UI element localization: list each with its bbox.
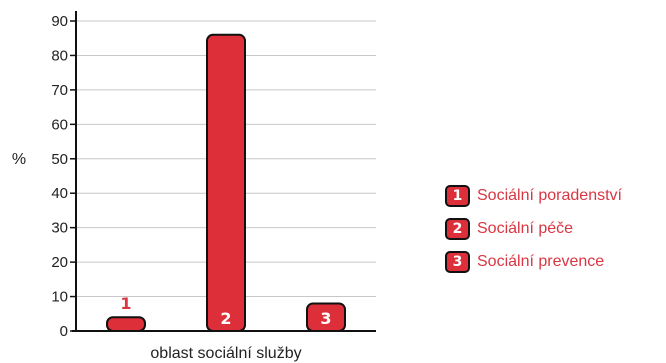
- y-tick-label: 20: [51, 254, 68, 271]
- y-tick-label: 90: [51, 13, 68, 30]
- y-tick-label: 0: [60, 323, 68, 340]
- bar-label-1: 1: [120, 294, 131, 313]
- y-axis-ticks: 0 10 20 30 40 50 60 70 80 90: [51, 13, 76, 340]
- y-tick-label: 50: [51, 151, 68, 168]
- legend-item-2: 2 Sociální péče: [445, 216, 622, 241]
- y-tick-label: 30: [51, 220, 68, 237]
- legend-badge-2: 2: [445, 217, 470, 240]
- y-axis-title: %: [12, 151, 26, 168]
- bar-label-2: 2: [220, 309, 231, 328]
- bars: 1 2 3: [106, 33, 346, 333]
- y-tick-label: 40: [51, 185, 68, 202]
- y-tick-label: 70: [51, 82, 68, 99]
- legend-label-1: Sociální poradenství: [477, 186, 622, 204]
- bar-label-3: 3: [320, 309, 331, 328]
- legend-item-3: 3 Sociální prevence: [445, 249, 622, 274]
- x-axis-title: oblast sociální služby: [150, 345, 301, 362]
- legend-label-3: Sociální prevence: [477, 252, 605, 270]
- legend-badge-1: 1: [445, 184, 470, 207]
- y-tick-label: 60: [51, 116, 68, 133]
- legend-badge-3: 3: [445, 250, 470, 273]
- legend-item-1: 1 Sociální poradenství: [445, 183, 622, 208]
- y-tick-label: 10: [51, 289, 68, 306]
- legend: 1 Sociální poradenství 2 Sociální péče 3…: [445, 183, 622, 282]
- legend-label-2: Sociální péče: [477, 219, 574, 237]
- bar-1: [106, 316, 146, 333]
- y-tick-label: 80: [51, 47, 68, 64]
- bar-2: [206, 33, 246, 333]
